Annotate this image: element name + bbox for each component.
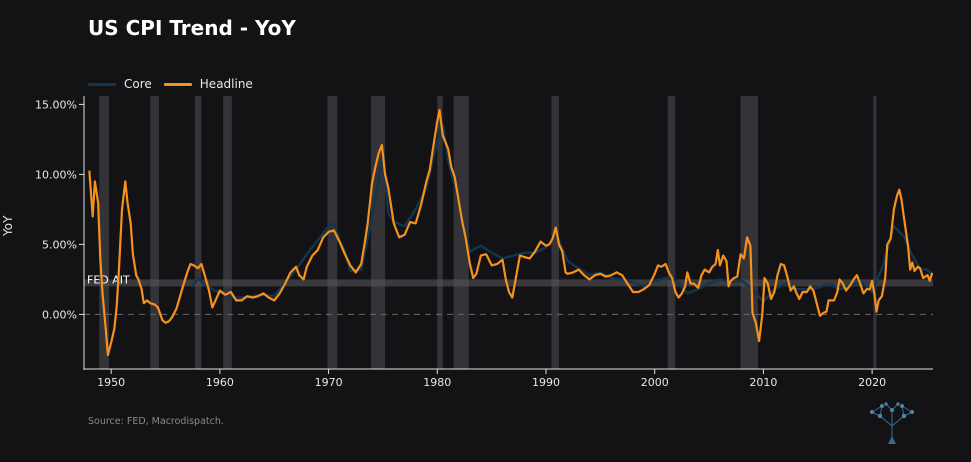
legend-swatch-core	[88, 82, 116, 86]
recession-band-11	[873, 96, 877, 369]
legend-item-core[interactable]: Core	[88, 77, 152, 91]
tree-logo-icon	[870, 402, 914, 444]
legend-item-headline[interactable]: Headline	[163, 77, 253, 91]
fed-ait-label: FED AIT	[87, 273, 130, 286]
series-lines	[88, 108, 934, 357]
axes: 0.00% 5.00% 10.00% 15.00% 1950 1960 1970 1980 19…	[35, 96, 933, 389]
recession-band-7	[453, 96, 469, 369]
recession-band-2	[194, 96, 202, 369]
y-tick-label-3: 15.00%	[35, 98, 77, 111]
recession-band-1	[150, 96, 160, 369]
legend: Core Headline	[88, 77, 265, 91]
x-tick-label-0: 1950	[97, 376, 125, 389]
x-tick-label-7: 2020	[858, 376, 886, 389]
source-note: Source: FED, Macrodispatch.	[88, 416, 224, 427]
recession-band-0	[99, 96, 110, 369]
legend-swatch-headline	[163, 82, 192, 86]
recession-band-5	[370, 96, 386, 369]
x-tick-label-2: 1970	[315, 376, 343, 389]
recession-band-4	[327, 96, 338, 369]
recession-band-3	[223, 96, 232, 369]
recession-band-10	[740, 96, 758, 369]
x-tick-label-3: 1980	[423, 376, 451, 389]
series-line-headline	[88, 108, 933, 357]
legend-label-core: Core	[124, 77, 152, 91]
y-tick-label-0: 0.00%	[42, 308, 77, 321]
x-tick-label-4: 1990	[532, 376, 560, 389]
fed-ait-band-rect	[84, 279, 933, 287]
x-tick-label-1: 1960	[206, 376, 234, 389]
legend-label-headline: Headline	[199, 77, 253, 91]
series-line-core	[191, 122, 934, 303]
chart-title: US CPI Trend - YoY	[88, 16, 296, 40]
x-tick-label-6: 2010	[749, 376, 777, 389]
recession-band-9	[667, 96, 676, 369]
fed-ait-band: FED AIT	[84, 273, 933, 287]
recession-band-6	[437, 96, 443, 369]
y-tick-label-1: 5.00%	[42, 238, 77, 251]
x-tick-label-5: 2000	[641, 376, 669, 389]
y-tick-label-2: 10.00%	[35, 168, 77, 181]
